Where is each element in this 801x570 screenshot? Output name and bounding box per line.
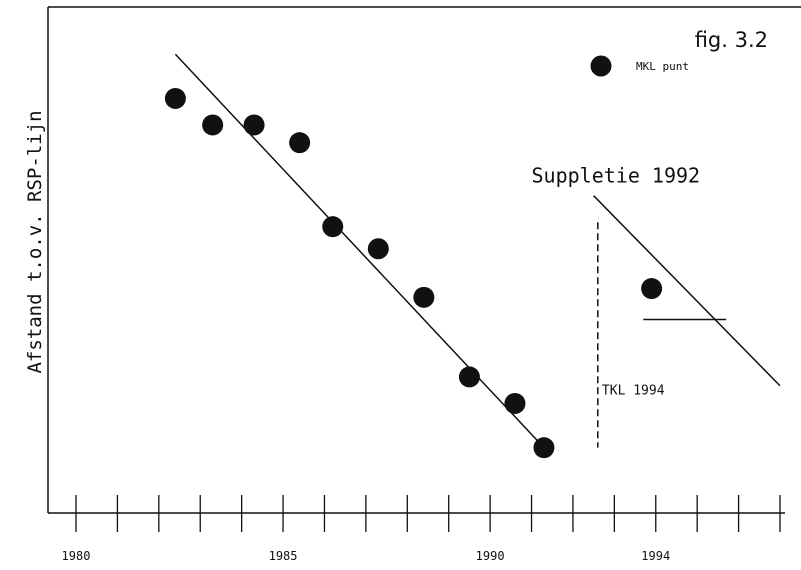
data-point-11 [641, 278, 663, 300]
data-point-2 [202, 114, 224, 136]
data-point-7 [413, 286, 435, 308]
data-point-10 [533, 437, 555, 459]
data-points [164, 87, 663, 459]
data-point-4 [289, 132, 311, 154]
data-point-9 [504, 392, 526, 414]
x-tick-label-1994: 1994 [641, 549, 670, 563]
x-tick-label-1990: 1990 [476, 549, 505, 563]
x-tick-label-1980: 1980 [62, 549, 91, 563]
trend-line-1 [174, 53, 545, 449]
annotation-suppletie-1992: Suppletie 1992 [532, 163, 701, 187]
trend-lines [174, 53, 781, 449]
legend-marker [590, 55, 612, 77]
figure-label: fig. 3.2 [695, 28, 768, 52]
legend-label: MKL punt [636, 60, 689, 73]
data-point-6 [367, 238, 389, 260]
y-axis-label: Afstand t.o.v. RSP-lijn [24, 110, 46, 373]
legend: MKL punt [590, 55, 689, 77]
data-point-1 [164, 87, 186, 109]
annotations: Suppletie 1992 TKL 1994 [532, 163, 701, 398]
data-point-5 [322, 216, 344, 238]
x-tick-label-1985: 1985 [269, 549, 298, 563]
data-point-8 [458, 366, 480, 388]
x-tick-labels: 1980 1985 1990 1994 [62, 549, 671, 563]
trend-line-2 [593, 195, 781, 387]
annotation-tkl-1994: TKL 1994 [602, 384, 665, 399]
x-ticks [75, 495, 781, 532]
data-point-3 [243, 114, 265, 136]
